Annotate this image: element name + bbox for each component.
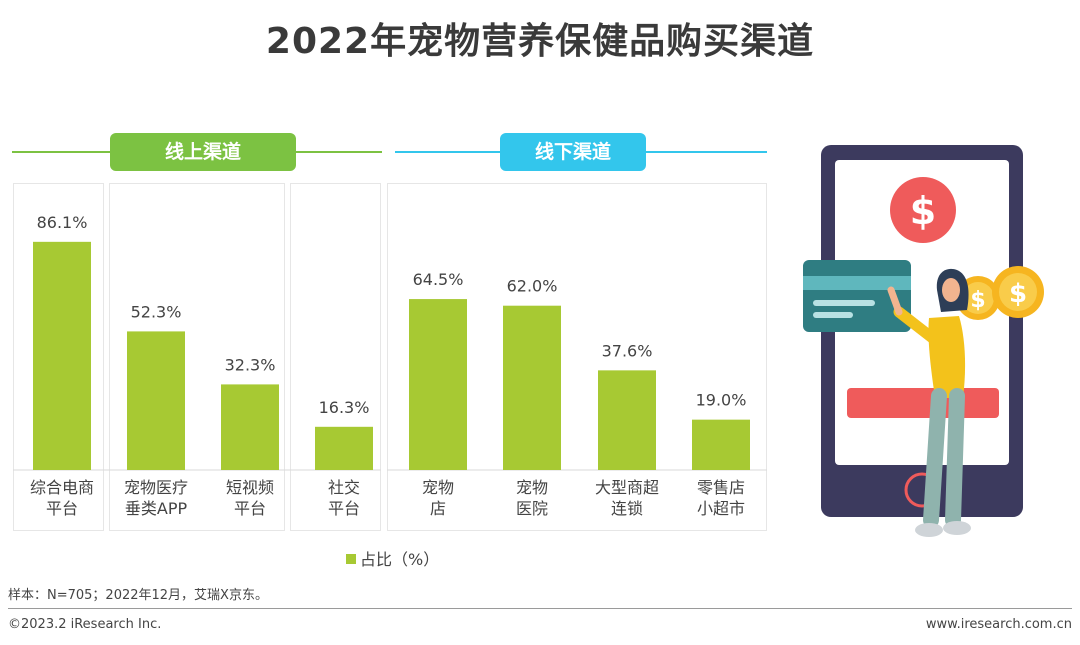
panel-social <box>290 183 381 531</box>
category-label-5-1: 医院 <box>516 499 548 518</box>
category-label-0-0: 综合电商 <box>30 478 94 497</box>
svg-text:$: $ <box>1009 279 1027 309</box>
source-note: 样本：N=705；2022年12月，艾瑞X京东。 <box>8 588 268 603</box>
category-label-7-0: 零售店 <box>697 478 745 497</box>
bar-4 <box>409 299 467 470</box>
category-label-1-1: 垂类APP <box>125 499 188 518</box>
value-label-0: 86.1% <box>37 213 88 232</box>
bar-7 <box>692 419 750 470</box>
chart-title: 2022年宠物营养保健品购买渠道 <box>265 21 815 62</box>
bar-2 <box>221 384 279 470</box>
panel-offline <box>387 183 767 531</box>
copyright-text: ©2023.2 iResearch Inc. <box>8 617 162 632</box>
website-link[interactable]: www.iresearch.com.cn <box>925 617 1072 632</box>
value-label-1: 52.3% <box>131 302 182 321</box>
svg-text:$: $ <box>910 189 936 233</box>
category-label-3-0: 社交 <box>328 478 360 497</box>
category-label-5-0: 宠物 <box>516 478 548 497</box>
pay-bar <box>847 388 999 418</box>
value-label-6: 37.6% <box>602 341 653 360</box>
footer-divider <box>8 608 1072 609</box>
category-label-6-0: 大型商超 <box>595 478 659 497</box>
category-label-1-0: 宠物医疗 <box>124 478 188 497</box>
value-label-7: 19.0% <box>696 391 747 410</box>
panel-vertical <box>109 183 285 531</box>
category-label-3-1: 平台 <box>328 499 360 518</box>
offline-section-label: 线下渠道 <box>500 133 646 171</box>
legend-label: 占比（%） <box>360 550 440 569</box>
bar-6 <box>598 370 656 470</box>
legend-swatch <box>346 554 356 564</box>
payment-illustration: $ $ $ <box>803 145 1044 537</box>
value-label-3: 16.3% <box>319 398 370 417</box>
value-label-2: 32.3% <box>225 355 276 374</box>
value-label-5: 62.0% <box>507 277 558 296</box>
category-label-2-1: 平台 <box>234 499 266 518</box>
svg-text:$: $ <box>970 288 985 313</box>
category-label-6-1: 连锁 <box>611 499 643 518</box>
bar-3 <box>315 426 373 470</box>
bar-5 <box>503 305 561 470</box>
online-section-label: 线上渠道 <box>110 133 296 171</box>
bar-0 <box>33 241 91 470</box>
dollar-icon <box>890 177 956 243</box>
category-label-4-0: 宠物 <box>422 478 454 497</box>
woman-figure <box>887 268 971 537</box>
category-label-7-1: 小超市 <box>697 499 745 518</box>
category-label-4-1: 店 <box>430 499 446 518</box>
panel-ecommerce <box>13 183 104 531</box>
bar-1 <box>127 331 185 470</box>
legend: 占比（%） <box>346 546 439 570</box>
category-label-2-0: 短视频 <box>226 478 274 497</box>
value-label-4: 64.5% <box>413 270 464 289</box>
category-label-0-1: 平台 <box>46 499 78 518</box>
